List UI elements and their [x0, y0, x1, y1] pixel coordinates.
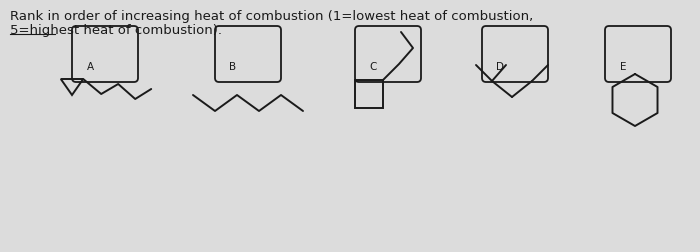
Text: E: E [620, 62, 626, 72]
Text: D: D [496, 62, 504, 72]
Text: Rank in order of increasing heat of combustion (1=lowest heat of combustion,: Rank in order of increasing heat of comb… [10, 10, 533, 23]
Text: 5=highest heat of combustion).: 5=highest heat of combustion). [10, 24, 222, 37]
Text: C: C [370, 62, 377, 72]
Text: A: A [86, 62, 94, 72]
Bar [355, 81, 383, 109]
Text: B: B [230, 62, 237, 72]
